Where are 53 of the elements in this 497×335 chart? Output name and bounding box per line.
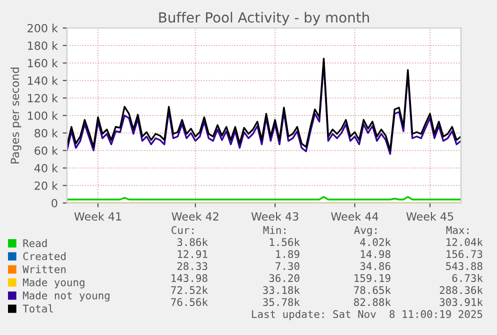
text: 143.98 [172,274,208,282]
text: 159.19 [354,274,390,282]
y-tick-label: 140 k [28,76,58,85]
text: 12.91 [178,250,208,258]
text: 35.78k [263,298,300,306]
text: Cur: [172,226,194,234]
y-tick-label: 160 k [28,58,58,68]
legend-label: Created [23,252,66,260]
chart-title: Buffer Pool Activity - by month [159,12,369,26]
text: 78.65k [354,286,391,294]
legend-label: Read [23,239,47,248]
y-tick-label: 60 k [34,146,58,155]
text: 72.52k [171,286,208,294]
text: 1.56k [270,238,300,246]
text: 303.91k [440,298,483,306]
text: 4.02k [360,238,391,246]
text: 76.56k [171,298,208,306]
text: 33.18k [263,286,300,294]
text: 3.86k [177,238,208,246]
y-tick-label: 40 k [34,164,58,172]
legend-label: Written [22,265,66,274]
legend-label: Made young [23,278,84,288]
text: 28.33 [177,262,208,270]
text: 288.36k [440,286,483,294]
text: 1.89 [276,250,300,258]
text: 7.30 [276,262,300,270]
text: 156.73 [446,250,482,258]
text: 14.98 [360,250,390,258]
y-tick-label: 20 k [34,181,58,190]
text: Max: [446,226,468,234]
y-tick-label: 120 k [28,94,58,102]
y-tick-label: 0 [52,198,58,208]
x-tick-label: Week 42 [172,212,218,221]
y-axis-title: Pages per second [10,68,22,164]
y-tick-label: 180 k [28,41,58,50]
text: 34.86 [360,262,390,270]
y-tick-label: 200 k [28,24,58,32]
x-tick-label: Week 43 [251,212,298,221]
x-tick-label: Week 45 [406,212,454,221]
y-tick-label: 100 k [28,111,58,120]
text: Min: [263,226,286,234]
x-tick-label: Week 44 [331,212,378,221]
text: 82.88k [354,298,391,306]
text: 36.20 [269,274,300,282]
text: Avg: [354,226,376,236]
text: 6.73k [452,274,483,282]
text: Last update: Sat Nov 8 11:00:19 2025 [252,310,482,320]
legend-label: Total [22,304,53,313]
legend-label: Made not young [23,291,110,302]
y-tick-label: 80 k [34,128,58,138]
text: 543.88 [446,262,482,270]
x-tick-label: Week 41 [74,212,122,221]
text: 12.04k [446,238,483,246]
